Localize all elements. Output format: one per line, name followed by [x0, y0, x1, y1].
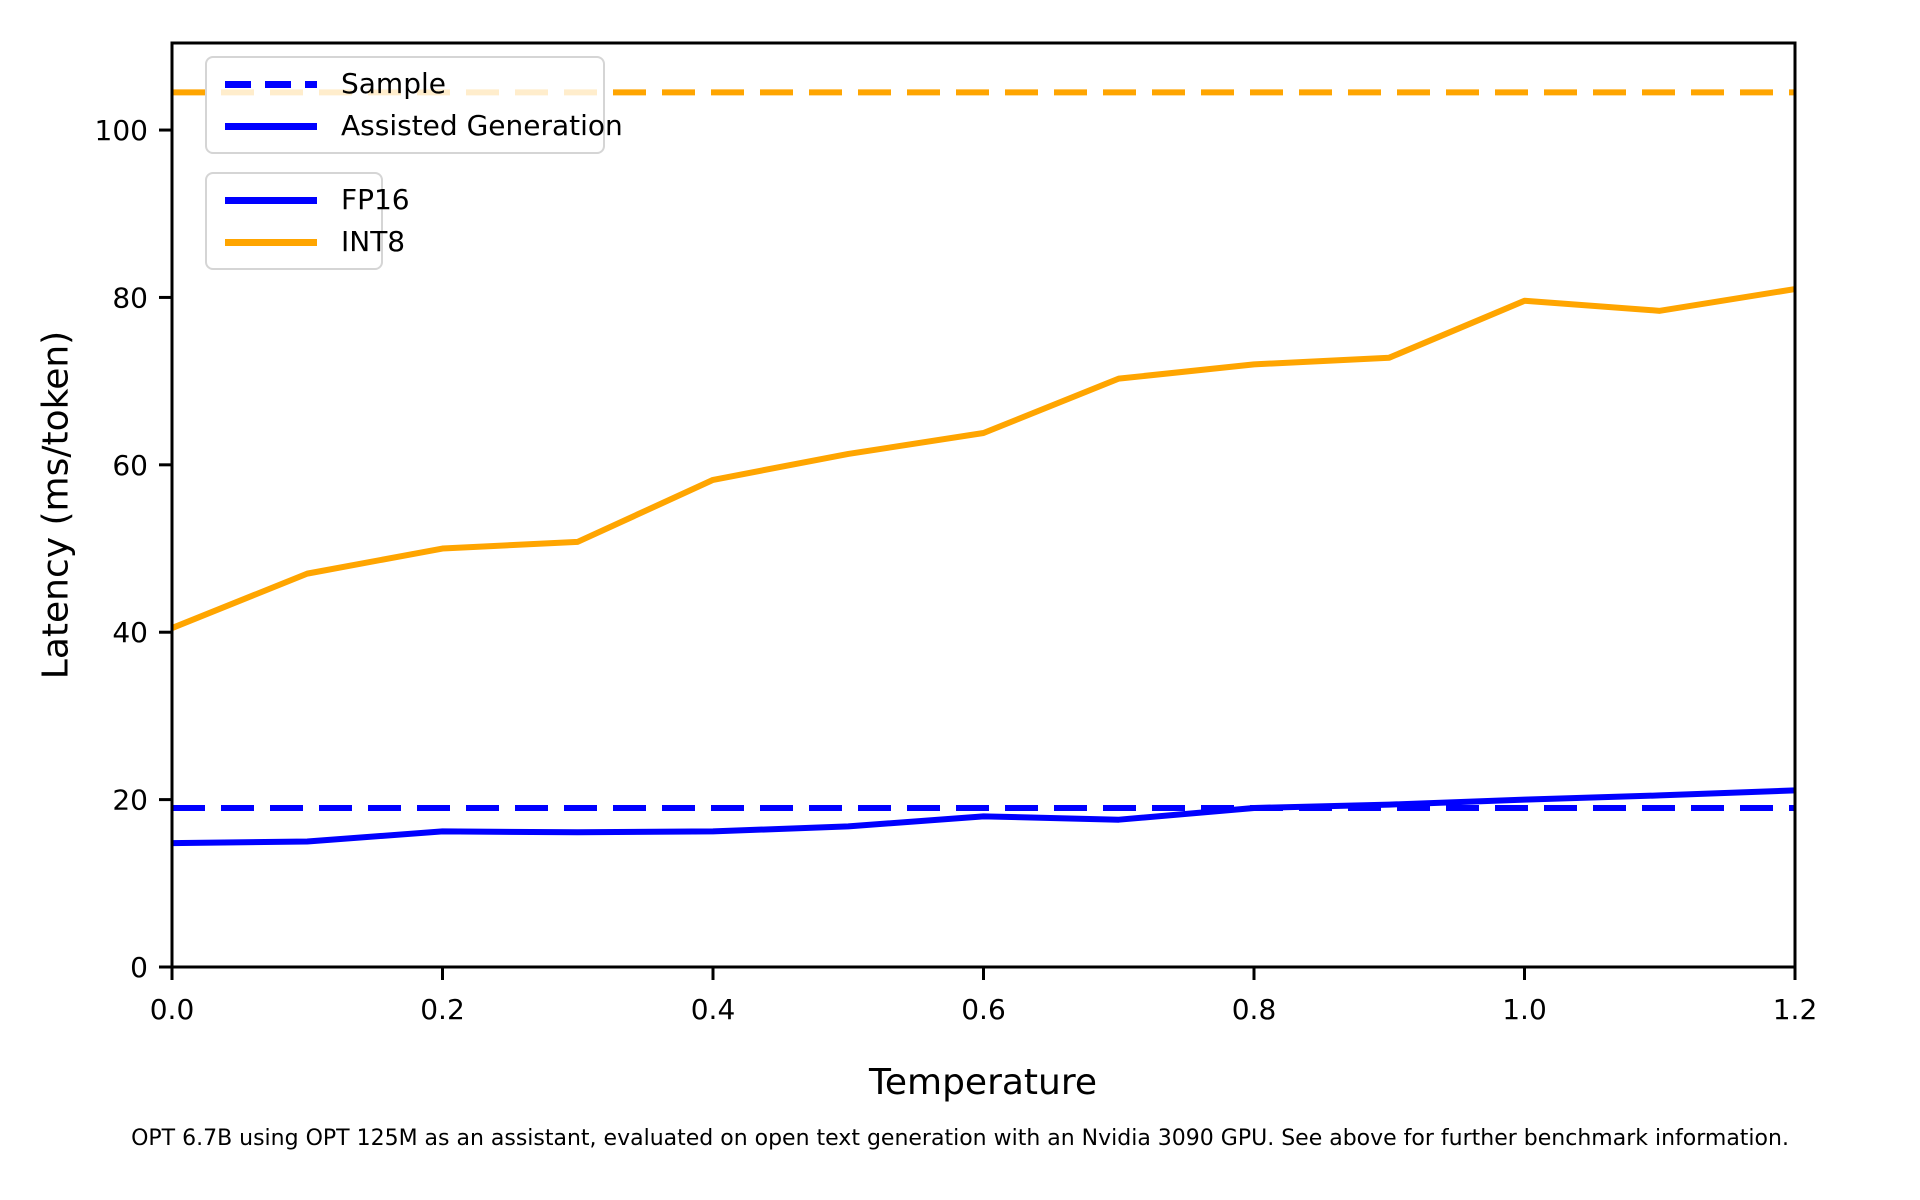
x-tick-label: 0.8	[1232, 993, 1277, 1026]
y-tick-label: 80	[112, 281, 148, 314]
legend-generation-mode: Sample Assisted Generation	[205, 56, 623, 154]
y-tick-label: 0	[130, 951, 148, 984]
figure-caption: OPT 6.7B using OPT 125M as an assistant,…	[131, 1126, 1789, 1151]
legend-label-int8: INT8	[341, 225, 406, 258]
x-tick-label: 0.6	[961, 993, 1006, 1026]
legend-item-fp16: FP16	[225, 184, 410, 216]
x-tick-label: 1.2	[1773, 993, 1818, 1026]
x-tick-label: 1.0	[1502, 993, 1547, 1026]
series-line-fp16-assisted-generation	[171, 787, 1796, 847]
x-tick-label: 0.2	[420, 993, 465, 1026]
y-tick-label: 100	[95, 114, 148, 147]
x-axis-label: Temperature	[868, 1062, 1098, 1103]
assisted-generation-solid-line-swatch	[225, 122, 317, 130]
y-tick-label: 60	[112, 449, 148, 482]
plot-spines	[170, 41, 1797, 969]
legend-item-int8: INT8	[225, 226, 405, 258]
int8-solid-line-swatch	[225, 238, 317, 246]
legend-label-sample: Sample	[341, 67, 446, 100]
y-tick-label: 40	[112, 616, 148, 649]
legend-item-assisted-generation: Assisted Generation	[225, 110, 623, 142]
legend-precision: FP16 INT8	[205, 172, 410, 270]
legend-item-sample: Sample	[225, 68, 585, 100]
sample-dashed-line-swatch	[225, 80, 317, 88]
series-line-int8-assisted-generation	[170, 286, 1796, 631]
legend-label-assisted-generation: Assisted Generation	[341, 109, 623, 142]
x-tick-label: 0.0	[150, 993, 195, 1026]
y-tick-label: 20	[112, 784, 148, 817]
legend-label-fp16: FP16	[341, 183, 410, 216]
x-tick-label: 0.4	[691, 993, 736, 1026]
y-axis-label: Latency (ms/token)	[35, 330, 77, 680]
fp16-solid-line-swatch	[225, 196, 317, 204]
